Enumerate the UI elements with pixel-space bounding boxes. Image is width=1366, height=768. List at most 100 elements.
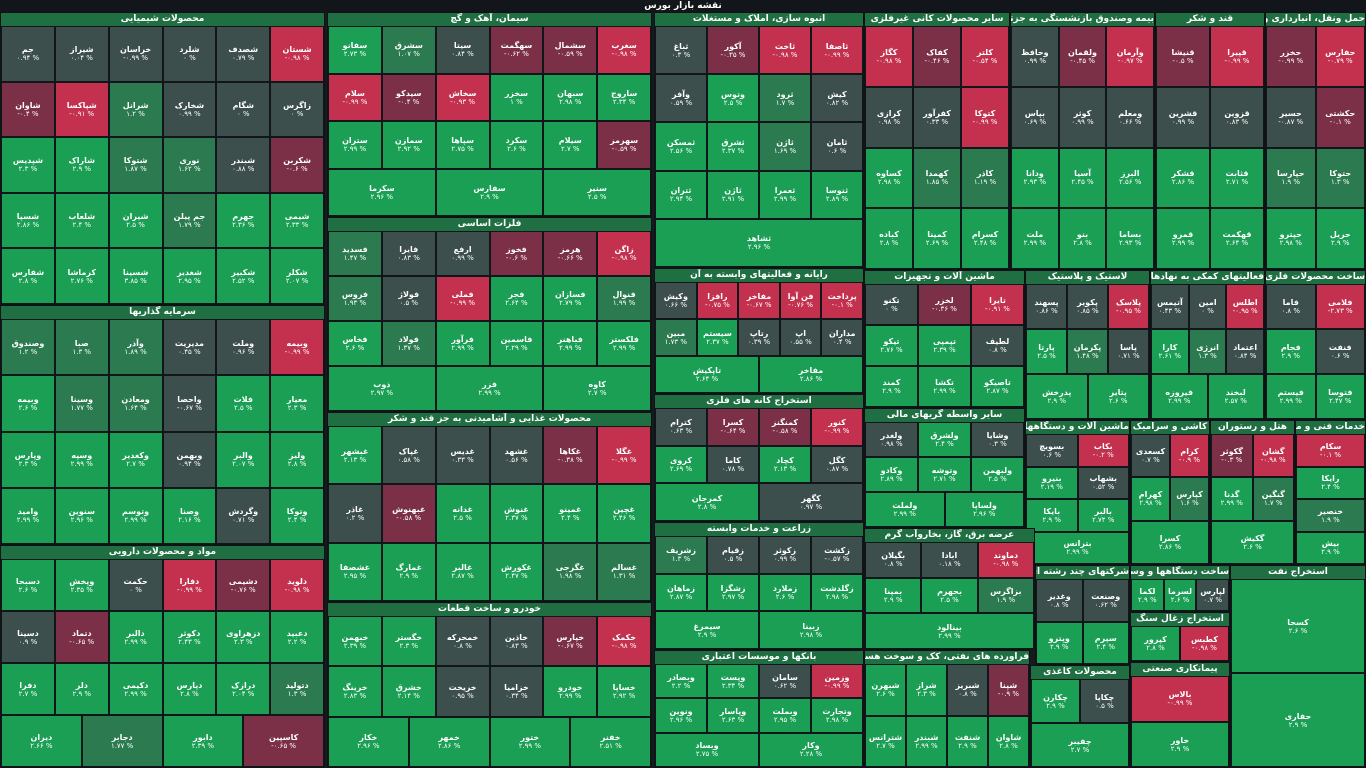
stock-tile[interactable]: بینالود ۲.۹۹ % bbox=[865, 613, 1034, 649]
stock-tile[interactable]: بترانس ۲.۹۹ % bbox=[1026, 531, 1129, 564]
stock-tile[interactable]: دفارا -۰.۹۹ % bbox=[162, 559, 217, 611]
stock-tile[interactable]: دالبر ۲.۹۹ % bbox=[108, 611, 163, 663]
stock-tile[interactable]: کیش ۰.۸۲ % bbox=[811, 74, 863, 123]
stock-tile[interactable]: ختور ۲.۹۹ % bbox=[489, 716, 571, 767]
stock-tile[interactable]: حسیر -۰.۸۷ % bbox=[1266, 86, 1316, 148]
stock-tile[interactable]: فنفت ۰.۶ % bbox=[1315, 329, 1365, 374]
stock-tile[interactable]: سیستم ۲.۳۷ % bbox=[696, 319, 739, 356]
stock-tile[interactable]: تاصیکو ۲.۸۷ % bbox=[971, 366, 1024, 407]
stock-tile[interactable]: شترانس ۲.۷ % bbox=[865, 715, 906, 767]
stock-tile[interactable]: زگلدشت ۲.۹۸ % bbox=[811, 573, 863, 612]
stock-tile[interactable]: وکغدیر ۲.۷ % bbox=[108, 431, 163, 488]
stock-tile[interactable]: قپیرا -۰.۹۹ % bbox=[1210, 26, 1264, 87]
stock-tile[interactable]: ثشاهد ۲.۹۶ % bbox=[655, 218, 863, 267]
stock-tile[interactable]: کاذر ۱.۱۹ % bbox=[961, 147, 1009, 209]
stock-tile[interactable]: هرمز -۰.۶۶ % bbox=[543, 231, 598, 276]
stock-tile[interactable]: لخزر -۰.۳۶ % bbox=[918, 284, 971, 325]
stock-tile[interactable]: کگاز -۰.۹۸ % bbox=[865, 26, 913, 87]
stock-tile[interactable]: سشرق ۱.۰۷ % bbox=[381, 26, 436, 74]
stock-tile[interactable]: بالاس -۰.۹۹ % bbox=[1131, 676, 1229, 722]
stock-tile[interactable]: شصدف ۰.۷۹ % bbox=[216, 26, 271, 82]
stock-tile[interactable]: چفیبر ۲.۷ % bbox=[1031, 723, 1129, 767]
stock-tile[interactable]: گشان -۰.۹۸ % bbox=[1252, 434, 1294, 478]
stock-tile[interactable]: خکار ۲.۹۶ % bbox=[328, 716, 409, 767]
stock-tile[interactable]: کرام -۰.۹ % bbox=[1170, 434, 1209, 478]
stock-tile[interactable]: وصنا ۲.۱۶ % bbox=[162, 487, 217, 544]
stock-tile[interactable]: فاما ۰.۸ % bbox=[1266, 284, 1316, 329]
stock-tile[interactable]: گکیش ۲.۶ % bbox=[1211, 520, 1294, 564]
stock-tile[interactable]: لبخند ۲.۵۷ % bbox=[1207, 374, 1264, 419]
stock-tile[interactable]: لطیف ۰.۸ % bbox=[971, 325, 1024, 366]
stock-tile[interactable]: زکوثر ۰.۹۹ % bbox=[759, 536, 811, 574]
stock-tile[interactable]: اپ ۰.۵۵ % bbox=[779, 319, 822, 356]
stock-tile[interactable]: تکنو ۰ % bbox=[865, 284, 918, 325]
stock-tile[interactable]: حکشتی -۰.۱ % bbox=[1315, 86, 1365, 148]
stock-tile[interactable]: شاوان ۲.۸ % bbox=[988, 715, 1029, 767]
stock-tile[interactable]: سفانو ۲.۷۳ % bbox=[328, 26, 382, 74]
stock-tile[interactable]: شاوان -۰.۴ % bbox=[1, 81, 55, 138]
stock-tile[interactable]: فولاژ ۰.۵ % bbox=[381, 276, 436, 321]
stock-tile[interactable]: ثتران ۲.۹۴ % bbox=[655, 170, 707, 219]
stock-tile[interactable]: شیران ۲.۵ % bbox=[108, 192, 163, 249]
stock-tile[interactable]: مدیریت ۰.۴۵ % bbox=[162, 319, 217, 376]
stock-tile[interactable]: سخاش -۰.۹۳ % bbox=[435, 73, 490, 121]
stock-tile[interactable]: سیتا ۰.۸۴ % bbox=[435, 26, 490, 74]
stock-tile[interactable]: پتایر ۲.۶ % bbox=[1087, 374, 1149, 419]
stock-tile[interactable]: ونوین ۲.۹۶ % bbox=[655, 698, 707, 733]
stock-tile[interactable]: بکاب -۰.۲ % bbox=[1077, 434, 1129, 467]
stock-tile[interactable]: شکلر ۲.۰۷ % bbox=[270, 248, 324, 304]
stock-tile[interactable]: حپارسا ۱.۹ % bbox=[1266, 147, 1316, 209]
stock-tile[interactable]: کپرور ۲.۸ % bbox=[1131, 626, 1180, 661]
stock-tile[interactable]: مفاخر ۲.۸۶ % bbox=[759, 356, 863, 393]
stock-tile[interactable]: وگردش ۰.۷۱ % bbox=[216, 487, 271, 544]
stock-tile[interactable]: شیمی ۲.۳۳ % bbox=[270, 192, 324, 249]
stock-tile[interactable]: وتوس ۲.۵ % bbox=[707, 74, 759, 123]
stock-tile[interactable]: وبملت ۲.۹۵ % bbox=[759, 698, 811, 733]
stock-tile[interactable]: ولملت ۲.۹۹ % bbox=[865, 492, 945, 527]
stock-tile[interactable]: وپخش ۲.۳۵ % bbox=[54, 559, 109, 611]
stock-tile[interactable]: کهرام ۲.۹۸ % bbox=[1131, 477, 1170, 521]
stock-tile[interactable]: وسینا ۱.۷۷ % bbox=[54, 375, 109, 432]
stock-tile[interactable]: حفارس -۰.۷۹ % bbox=[1315, 26, 1365, 87]
stock-tile[interactable]: زاگرس ۰ % bbox=[270, 81, 324, 138]
stock-tile[interactable]: ثشرق ۲.۳۷ % bbox=[707, 122, 759, 171]
stock-tile[interactable]: دپارس ۲.۸ % bbox=[162, 663, 217, 715]
stock-tile[interactable]: ارفع ۰.۹۹ % bbox=[435, 231, 490, 276]
stock-tile[interactable]: دجابر ۱.۷۷ % bbox=[81, 715, 163, 767]
stock-tile[interactable]: مداران ۰.۴ % bbox=[821, 319, 863, 356]
stock-tile[interactable]: چکارن ۲.۹ % bbox=[1031, 679, 1080, 723]
stock-tile[interactable]: وآرمان -۰.۹۷ % bbox=[1106, 26, 1154, 87]
stock-tile[interactable]: وتجارت ۲.۹۸ % bbox=[811, 698, 863, 733]
stock-tile[interactable]: گکوثر -۰.۳ % bbox=[1211, 434, 1253, 478]
stock-tile[interactable]: کسرا -۰.۶۴ % bbox=[707, 408, 759, 446]
stock-tile[interactable]: سفارس ۲.۹ % bbox=[435, 168, 544, 216]
stock-tile[interactable]: فجر ۲.۶۴ % bbox=[489, 276, 544, 321]
stock-tile[interactable]: بشهاب ۰.۵۲ % bbox=[1077, 466, 1129, 499]
stock-tile[interactable]: تپمپی ۲.۳۹ % bbox=[918, 325, 971, 366]
stock-tile[interactable]: خرینگ ۲.۸۳ % bbox=[328, 666, 382, 717]
stock-tile[interactable]: شپدیس ۲.۳ % bbox=[1, 137, 55, 193]
stock-tile[interactable]: شفارس ۲.۸ % bbox=[1, 248, 55, 304]
stock-tile[interactable]: غبشهر ۲.۱۳ % bbox=[328, 426, 382, 485]
stock-tile[interactable]: وتوکا ۲.۴ % bbox=[270, 487, 324, 544]
stock-tile[interactable]: بنیرو ۲.۱۹ % bbox=[1026, 466, 1078, 499]
stock-tile[interactable]: وآفر ۰.۵۹ % bbox=[655, 74, 707, 123]
stock-tile[interactable]: سخزر ۱ % bbox=[489, 73, 544, 121]
stock-tile[interactable]: شنفت ۲.۹ % bbox=[947, 715, 988, 767]
stock-tile[interactable]: فملی -۰.۹۹ % bbox=[435, 276, 490, 321]
stock-tile[interactable]: وکادو ۲.۸۹ % bbox=[865, 457, 918, 492]
stock-tile[interactable]: جم ۰.۹۴ % bbox=[1, 26, 55, 82]
stock-tile[interactable]: کرماشا ۲.۷۶ % bbox=[54, 248, 109, 304]
stock-tile[interactable]: زشریف ۱.۳ % bbox=[655, 536, 707, 574]
stock-tile[interactable]: دابور ۲.۳۹ % bbox=[162, 715, 244, 767]
stock-tile[interactable]: کهمدا ۱.۸۵ % bbox=[913, 147, 961, 209]
stock-tile[interactable]: شاراک ۲.۹ % bbox=[54, 137, 109, 193]
stock-tile[interactable]: شکبیر ۲.۵۲ % bbox=[216, 248, 271, 304]
stock-tile[interactable]: وپترو ۲.۹ % bbox=[1036, 621, 1083, 664]
stock-tile[interactable]: ستران ۲.۹۹ % bbox=[328, 121, 382, 169]
stock-tile[interactable]: شرانل ۱.۲ % bbox=[108, 81, 163, 138]
stock-tile[interactable]: خنصیر ۱.۹ % bbox=[1296, 499, 1365, 532]
stock-tile[interactable]: فتوسا ۲.۴۷ % bbox=[1315, 374, 1365, 419]
stock-tile[interactable]: مفاخر -۰.۶۷ % bbox=[738, 282, 780, 319]
stock-tile[interactable]: کرازی ۰.۹۸ % bbox=[865, 86, 913, 148]
